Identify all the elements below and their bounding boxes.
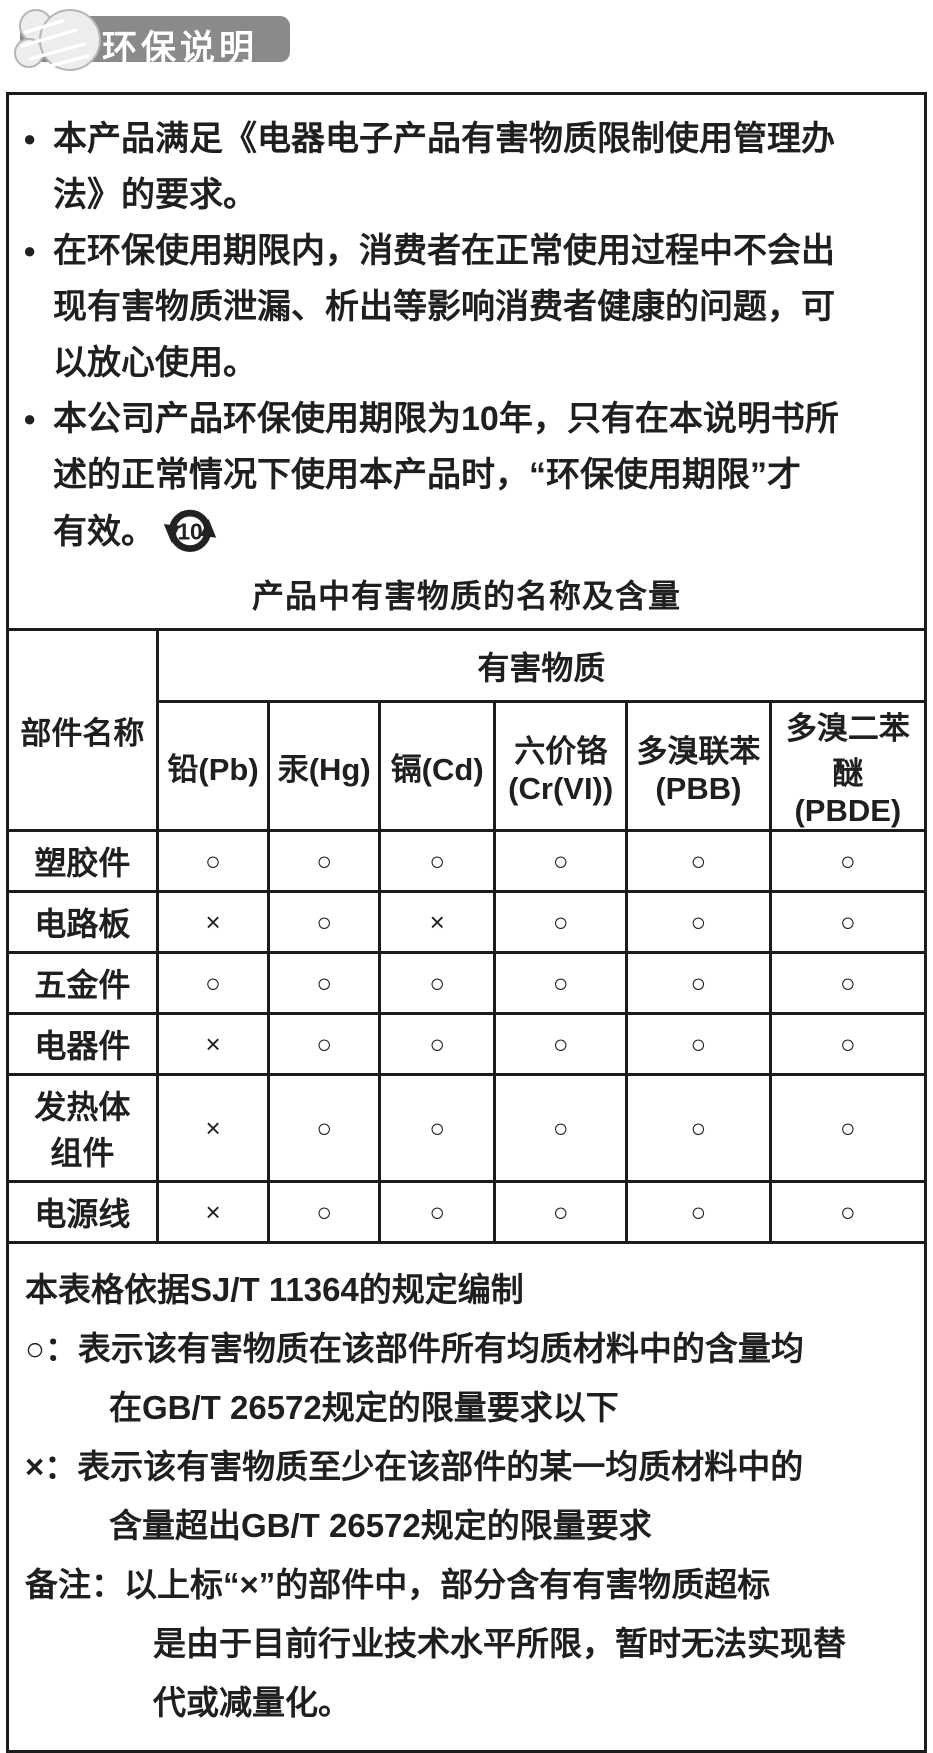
note-remark-cont: 是由于目前行业技术水平所限，暂时无法实现替: [153, 1625, 846, 1662]
table-footnotes: 本表格依据SJ/T 11364的规定编制 ○：表示该有害物质在该部件所有均质材料…: [9, 1244, 924, 1750]
note-remark: 备注：以上标“×”的部件中，部分含有有害物质超标: [25, 1566, 771, 1603]
table-row-power-cord: 电源线 × ○ ○ ○ ○ ○: [9, 1180, 924, 1244]
note-cross-meaning-cont: 含量超出GB/T 26572规定的限量要求: [109, 1507, 652, 1544]
content-box: ● 本产品满足《电器电子产品有害物质限制使用管理办 法》的要求。 ● 在环保使用…: [6, 92, 927, 1753]
row-part-name: 塑胶件: [9, 829, 159, 893]
table-row-plastic-parts: 塑胶件 ○ ○ ○ ○ ○ ○: [9, 829, 924, 893]
epup-10-year-icon: 10: [163, 509, 217, 552]
cell-value: ○: [493, 1012, 629, 1076]
cell-value: ×: [155, 890, 271, 954]
cell-value: ○: [768, 951, 924, 1015]
cell-value: ○: [493, 890, 629, 954]
cell-value: ○: [267, 1180, 382, 1244]
cell-value: ○: [768, 1012, 924, 1076]
hazardous-substances-table: 部件名称 有害物质 铅(Pb) 汞(Hg) 镉(Cd) 六价铬 (Cr(VI))…: [9, 628, 924, 1244]
bullet-list: ● 本产品满足《电器电子产品有害物质限制使用管理办 法》的要求。 ● 在环保使用…: [9, 95, 924, 566]
cell-value: ×: [155, 1012, 271, 1076]
table-row-electrical-parts: 电器件 × ○ ○ ○ ○ ○: [9, 1012, 924, 1076]
cell-value: ○: [267, 951, 382, 1015]
note-cross-meaning: ×：表示该有害物质至少在该部件的某一均质材料中的: [25, 1448, 804, 1485]
column-header-cadmium: 镉(Cd): [378, 700, 497, 832]
note-remark-end: 代或减量化。: [153, 1684, 351, 1721]
column-header-hexavalent-chromium: 六价铬 (Cr(VI)): [493, 700, 629, 832]
cell-value: ○: [267, 1073, 382, 1183]
cell-value: ○: [493, 829, 629, 893]
cell-value: ○: [378, 1012, 497, 1076]
cell-value: ○: [155, 829, 271, 893]
note-circle-meaning: ○：表示该有害物质在该部件所有均质材料中的含量均: [25, 1330, 804, 1367]
cell-value: ○: [768, 1073, 924, 1183]
cell-value: ○: [768, 1180, 924, 1244]
column-header-pbb: 多溴联苯 (PBB): [625, 700, 772, 832]
bullet-text: 本产品满足《电器电子产品有害物质限制使用管理办 法》的要求。: [53, 120, 835, 214]
table-row-hardware-parts: 五金件 ○ ○ ○ ○ ○ ○: [9, 951, 924, 1015]
cell-value: ○: [378, 1073, 497, 1183]
bullet-item-safe-use: ● 在环保使用期限内，消费者在正常使用过程中不会出 现有害物质泄漏、析出等影响消…: [23, 223, 914, 391]
cell-value: ○: [267, 890, 382, 954]
page-title: 环保说明: [102, 29, 259, 68]
cell-value: ○: [378, 951, 497, 1015]
cell-value: ○: [768, 829, 924, 893]
cell-value: ○: [378, 829, 497, 893]
epup-years-label: 10: [177, 518, 202, 544]
note-circle-meaning-cont: 在GB/T 26572规定的限量要求以下: [109, 1389, 619, 1426]
column-header-lead: 铅(Pb): [157, 700, 271, 832]
bullet-text: 在环保使用期限内，消费者在正常使用过程中不会出 现有害物质泄漏、析出等影响消费者…: [53, 232, 835, 382]
table-title: 产品中有害物质的名称及含量: [251, 578, 681, 614]
row-part-name: 五金件: [9, 951, 159, 1015]
cell-value: ○: [625, 890, 772, 954]
bullet-marker: ●: [23, 406, 37, 431]
bullet-item-rohs-compliance: ● 本产品满足《电器电子产品有害物质限制使用管理办 法》的要求。: [23, 111, 914, 223]
row-part-name: 电器件: [9, 1012, 159, 1076]
column-header-pbde: 多溴二苯醚 (PBDE): [768, 700, 924, 832]
bullet-marker: ●: [23, 126, 37, 151]
column-header-mercury: 汞(Hg): [267, 700, 382, 832]
cell-value: ○: [625, 1073, 772, 1183]
table-row-heating-element: 发热体 组件 × ○ ○ ○ ○ ○: [9, 1073, 924, 1183]
cell-value: ○: [625, 829, 772, 893]
bullet-marker: ●: [23, 238, 37, 263]
cell-value: ○: [267, 829, 382, 893]
table-row-circuit-board: 电路板 × ○ × ○ ○ ○: [9, 890, 924, 954]
cell-value: ○: [267, 1012, 382, 1076]
cell-value: ○: [625, 1012, 772, 1076]
cell-value: ○: [768, 890, 924, 954]
note-basis: 本表格依据SJ/T 11364的规定编制: [25, 1271, 524, 1308]
table-group-header: 有害物质: [155, 628, 924, 703]
cell-value: ○: [493, 951, 629, 1015]
cell-value: ○: [493, 1180, 629, 1244]
row-part-name: 发热体 组件: [9, 1073, 159, 1183]
table-corner-header: 部件名称: [9, 628, 159, 832]
cell-value: ○: [155, 951, 271, 1015]
cell-value: ○: [625, 951, 772, 1015]
cell-value: ×: [155, 1073, 271, 1183]
cell-value: ○: [493, 1073, 629, 1183]
cell-value: ○: [625, 1180, 772, 1244]
cell-value: ○: [378, 1180, 497, 1244]
section-header-badge: 环保说明: [6, 9, 296, 71]
cell-value: ×: [378, 890, 497, 954]
bullet-text: 本公司产品环保使用期限为10年，只有在本说明书所 述的正常情况下使用本产品时，“…: [53, 400, 839, 551]
row-part-name: 电源线: [9, 1180, 159, 1244]
cloud-icon: [14, 9, 101, 71]
cell-value: ×: [155, 1180, 271, 1244]
bullet-item-epup-period: ● 本公司产品环保使用期限为10年，只有在本说明书所 述的正常情况下使用本产品时…: [23, 391, 914, 560]
row-part-name: 电路板: [9, 890, 159, 954]
